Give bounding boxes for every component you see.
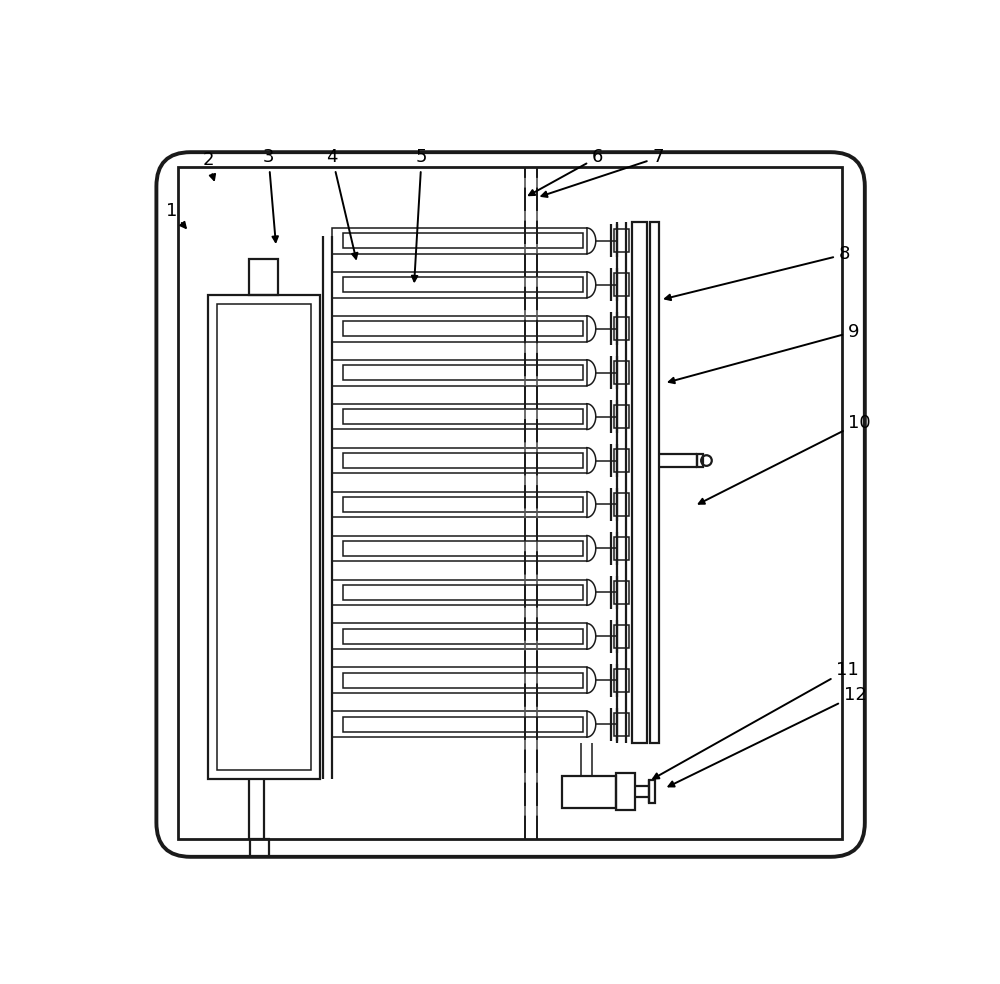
- Text: 9: 9: [669, 323, 859, 383]
- FancyBboxPatch shape: [208, 295, 320, 778]
- Text: 8: 8: [665, 245, 850, 300]
- Text: 4: 4: [326, 149, 357, 259]
- Text: 2: 2: [202, 151, 215, 180]
- Text: 12: 12: [668, 687, 866, 786]
- Text: 5: 5: [412, 149, 427, 281]
- Text: 1: 1: [166, 202, 186, 228]
- Text: 7: 7: [541, 149, 664, 197]
- Text: 6: 6: [529, 149, 603, 195]
- Text: 11: 11: [653, 660, 859, 778]
- Text: 10: 10: [699, 413, 871, 504]
- Text: 3: 3: [263, 149, 278, 242]
